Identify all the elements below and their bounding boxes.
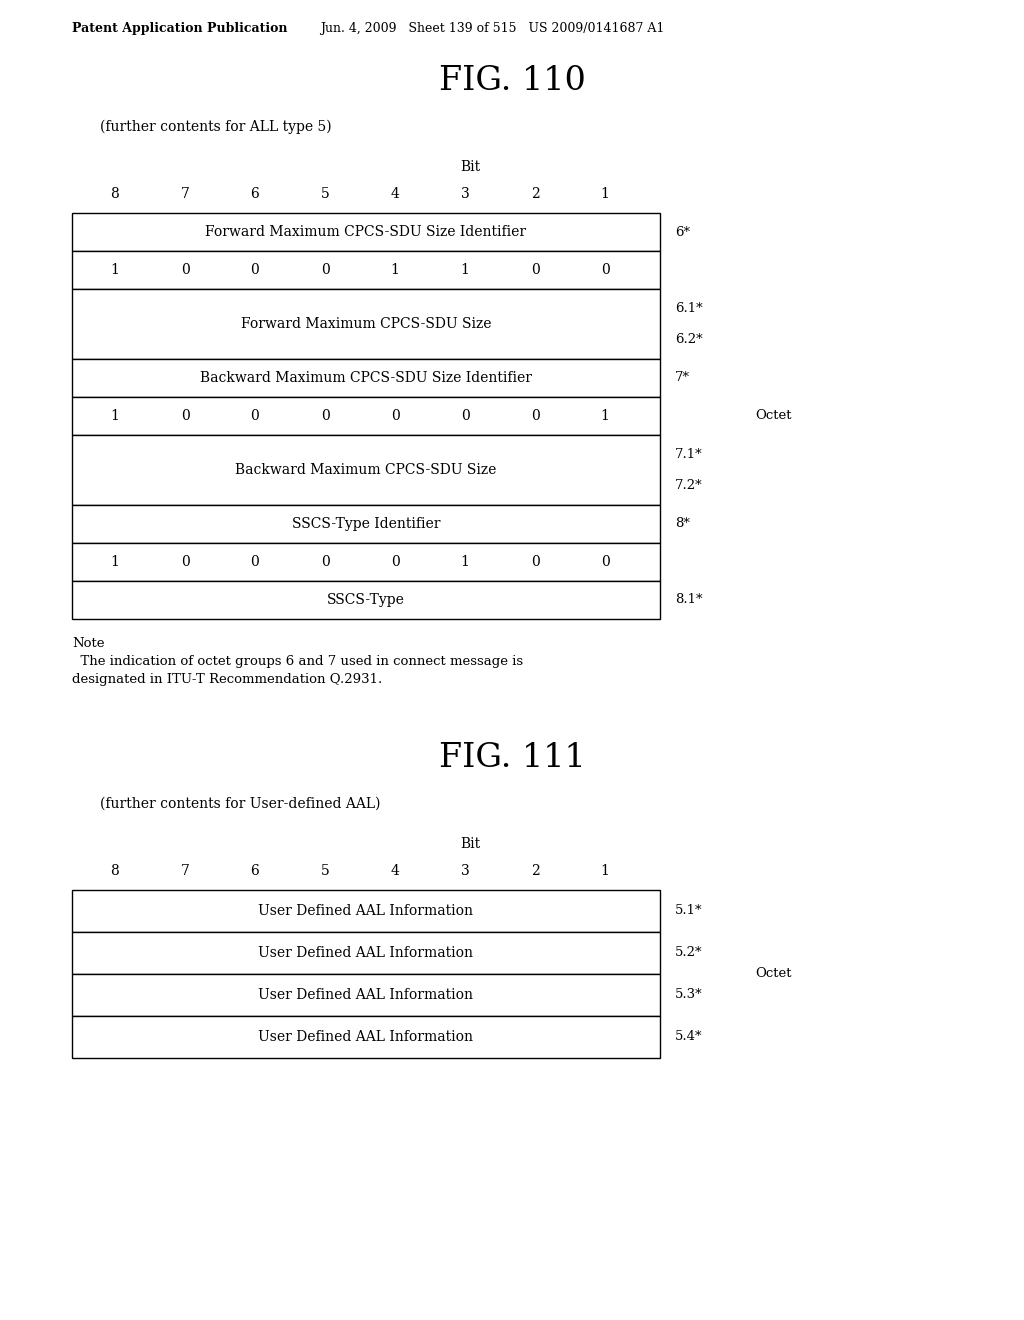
Bar xyxy=(72,506,660,543)
Bar xyxy=(72,543,660,581)
Text: User Defined AAL Information: User Defined AAL Information xyxy=(258,1030,473,1044)
Text: 0: 0 xyxy=(251,554,259,569)
Text: 7*: 7* xyxy=(675,371,690,384)
Text: 0: 0 xyxy=(321,554,330,569)
Text: SSCS-Type Identifier: SSCS-Type Identifier xyxy=(292,517,440,531)
Text: 2: 2 xyxy=(530,187,540,201)
Text: 6: 6 xyxy=(251,187,259,201)
Text: FIG. 110: FIG. 110 xyxy=(438,65,586,96)
Text: 7: 7 xyxy=(180,187,189,201)
Text: 0: 0 xyxy=(601,554,609,569)
Text: 1: 1 xyxy=(600,187,609,201)
Text: 0: 0 xyxy=(530,263,540,277)
Text: Backward Maximum CPCS-SDU Size: Backward Maximum CPCS-SDU Size xyxy=(236,463,497,477)
Text: Forward Maximum CPCS-SDU Size Identifier: Forward Maximum CPCS-SDU Size Identifier xyxy=(206,224,526,239)
Bar xyxy=(72,581,660,619)
Text: 6: 6 xyxy=(251,865,259,878)
Text: Octet: Octet xyxy=(755,409,792,422)
Text: Forward Maximum CPCS-SDU Size: Forward Maximum CPCS-SDU Size xyxy=(241,317,492,331)
Text: 3: 3 xyxy=(461,187,469,201)
Text: 5: 5 xyxy=(321,187,330,201)
Bar xyxy=(72,359,660,397)
Text: 1: 1 xyxy=(111,554,120,569)
Text: 1: 1 xyxy=(600,409,609,422)
Text: FIG. 111: FIG. 111 xyxy=(438,742,586,774)
Text: User Defined AAL Information: User Defined AAL Information xyxy=(258,904,473,917)
Text: 0: 0 xyxy=(180,409,189,422)
Text: 1: 1 xyxy=(461,263,469,277)
Text: 0: 0 xyxy=(601,263,609,277)
Text: SSCS-Type: SSCS-Type xyxy=(327,593,404,607)
Text: Octet: Octet xyxy=(755,968,792,981)
Text: 0: 0 xyxy=(251,409,259,422)
Text: Patent Application Publication: Patent Application Publication xyxy=(72,22,288,36)
Text: 6.2*: 6.2* xyxy=(675,333,702,346)
Text: 0: 0 xyxy=(251,263,259,277)
Bar xyxy=(72,932,660,974)
Text: 1: 1 xyxy=(390,263,399,277)
Text: 5.2*: 5.2* xyxy=(675,946,702,960)
Text: 0: 0 xyxy=(180,554,189,569)
Bar xyxy=(72,890,660,932)
Text: 5.3*: 5.3* xyxy=(675,989,702,1002)
Bar xyxy=(72,1016,660,1059)
Text: 8: 8 xyxy=(111,865,120,878)
Text: 0: 0 xyxy=(530,409,540,422)
Text: 5.1*: 5.1* xyxy=(675,904,702,917)
Text: 5.4*: 5.4* xyxy=(675,1031,702,1044)
Text: 1: 1 xyxy=(461,554,469,569)
Text: 4: 4 xyxy=(390,187,399,201)
Text: 1: 1 xyxy=(111,409,120,422)
Text: 1: 1 xyxy=(600,865,609,878)
Text: 1: 1 xyxy=(111,263,120,277)
Text: 8.1*: 8.1* xyxy=(675,594,702,606)
Text: 0: 0 xyxy=(461,409,469,422)
Text: 8: 8 xyxy=(111,187,120,201)
Bar xyxy=(72,974,660,1016)
Bar xyxy=(72,397,660,436)
Text: 0: 0 xyxy=(530,554,540,569)
Text: 0: 0 xyxy=(321,263,330,277)
Text: (further contents for ALL type 5): (further contents for ALL type 5) xyxy=(100,120,332,135)
Text: 6.1*: 6.1* xyxy=(675,302,702,315)
Bar xyxy=(72,213,660,251)
Text: 0: 0 xyxy=(180,263,189,277)
Bar xyxy=(72,436,660,506)
Text: User Defined AAL Information: User Defined AAL Information xyxy=(258,987,473,1002)
Text: 7: 7 xyxy=(180,865,189,878)
Text: 0: 0 xyxy=(390,554,399,569)
Text: Bit: Bit xyxy=(460,160,480,174)
Text: Note
  The indication of octet groups 6 and 7 used in connect message is
designa: Note The indication of octet groups 6 an… xyxy=(72,638,523,686)
Text: 6*: 6* xyxy=(675,226,690,239)
Bar xyxy=(72,289,660,359)
Text: 2: 2 xyxy=(530,865,540,878)
Text: User Defined AAL Information: User Defined AAL Information xyxy=(258,946,473,960)
Text: Backward Maximum CPCS-SDU Size Identifier: Backward Maximum CPCS-SDU Size Identifie… xyxy=(200,371,532,385)
Text: 0: 0 xyxy=(390,409,399,422)
Text: 4: 4 xyxy=(390,865,399,878)
Text: 8*: 8* xyxy=(675,517,690,531)
Text: Jun. 4, 2009   Sheet 139 of 515   US 2009/0141687 A1: Jun. 4, 2009 Sheet 139 of 515 US 2009/01… xyxy=(319,22,665,36)
Text: Bit: Bit xyxy=(460,837,480,851)
Text: 7.1*: 7.1* xyxy=(675,447,702,461)
Text: 5: 5 xyxy=(321,865,330,878)
Text: 0: 0 xyxy=(321,409,330,422)
Text: 3: 3 xyxy=(461,865,469,878)
Bar xyxy=(72,251,660,289)
Text: (further contents for User-defined AAL): (further contents for User-defined AAL) xyxy=(100,797,381,810)
Text: 7.2*: 7.2* xyxy=(675,479,702,492)
